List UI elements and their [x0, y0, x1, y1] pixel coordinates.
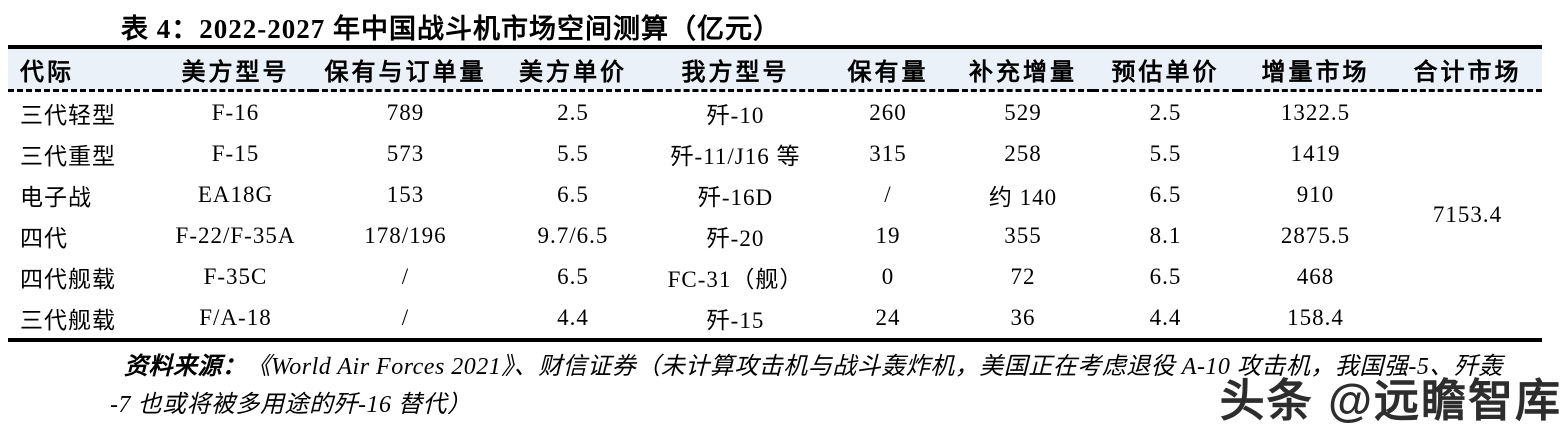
- cell-us-holdings-orders: 178/196: [364, 222, 447, 248]
- cell-supplement-increment: 258: [1004, 140, 1042, 166]
- cell-us-unit-price: 5.5: [557, 140, 589, 166]
- cell-generation: 三代轻型: [20, 102, 116, 128]
- cell-us-unit-price: 6.5: [557, 263, 589, 289]
- watermark-text: 头条 @远瞻智库: [1219, 375, 1562, 426]
- footnote-line-1-text: 《World Air Forces 2021》、财信证券（未计算攻击机与战斗轰炸…: [246, 354, 1503, 380]
- cell-supplement-increment: 72: [1010, 263, 1036, 289]
- cell-cn-model: 歼-20: [706, 225, 765, 251]
- cell-supplement-increment: 529: [1004, 99, 1042, 125]
- cell-us-unit-price: 9.7/6.5: [537, 222, 609, 248]
- cell-generation: 四代: [20, 225, 68, 251]
- footnote-line-1: 资料来源：《World Air Forces 2021》、财信证券（未计算攻击机…: [110, 348, 1502, 386]
- cell-us-model: F-15: [211, 140, 260, 166]
- cell-incremental-market: 158.4: [1287, 304, 1344, 330]
- cell-incremental-market: 910: [1296, 181, 1335, 207]
- column-header-us-unit-price: 美方单价: [498, 47, 648, 92]
- table-row: 电子战 EA18G 153 6.5 歼-16D / 约 140 6.5 910: [8, 174, 1542, 215]
- cell-generation: 四代舰载: [20, 266, 116, 292]
- cell-cn-holdings: 0: [881, 263, 895, 289]
- cell-us-unit-price: 4.4: [557, 304, 589, 330]
- cell-us-holdings-orders: 789: [386, 99, 425, 125]
- cell-us-holdings-orders: /: [401, 304, 410, 330]
- cell-cn-model: 歼-16D: [697, 184, 774, 210]
- column-header-incremental-market: 增量市场: [1238, 47, 1393, 92]
- cell-cn-model: 歼-10: [706, 102, 765, 128]
- cell-us-holdings-orders: /: [401, 263, 410, 289]
- cell-cn-holdings: 315: [869, 140, 907, 166]
- column-header-total-market: 合计市场: [1393, 47, 1542, 92]
- column-header-estimated-unit-price: 预估单价: [1093, 47, 1238, 92]
- column-header-cn-holdings: 保有量: [823, 47, 953, 92]
- cell-supplement-increment: 355: [1004, 222, 1042, 248]
- cell-generation: 电子战: [20, 184, 92, 210]
- cell-us-model: EA18G: [197, 181, 274, 207]
- source-label: 资料来源：: [124, 354, 247, 380]
- table-row: 三代轻型 F-16 789 2.5 歼-10 260 529 2.5 1322.…: [8, 91, 1542, 228]
- footnote-line-2: -7 也或将被多用途的歼-16 替代）: [110, 392, 472, 418]
- fighter-market-table: 代际 美方型号 保有与订单量 美方单价 我方型号 保有量 补充增量 预估单价 增…: [8, 45, 1542, 342]
- cell-estimated-unit-price: 6.5: [1149, 263, 1182, 289]
- cell-us-model: F-35C: [203, 263, 268, 289]
- cell-incremental-market: 1419: [1290, 140, 1341, 166]
- cell-cn-model: FC-31（舰）: [667, 266, 804, 292]
- table-row: 三代舰载 F/A-18 / 4.4 歼-15 24 36 4.4 158.4: [8, 297, 1542, 340]
- cell-cn-model: 歼-15: [706, 307, 765, 333]
- cell-supplement-increment: 约 140: [988, 184, 1058, 210]
- cell-generation: 三代舰载: [20, 307, 116, 333]
- cell-generation: 三代重型: [20, 143, 116, 169]
- cell-estimated-unit-price: 6.5: [1149, 181, 1182, 207]
- cell-estimated-unit-price: 8.1: [1149, 222, 1182, 248]
- cell-cn-holdings: 24: [875, 304, 901, 330]
- cell-us-model: F/A-18: [199, 304, 272, 330]
- table-row: 四代舰载 F-35C / 6.5 FC-31（舰） 0 72 6.5 468: [8, 256, 1542, 297]
- cell-estimated-unit-price: 2.5: [1149, 99, 1182, 125]
- cell-estimated-unit-price: 5.5: [1149, 140, 1182, 166]
- cell-total-market: 7153.4: [1432, 202, 1503, 227]
- cell-us-model: F-22/F-35A: [175, 222, 296, 248]
- column-header-cn-model: 我方型号: [648, 47, 823, 92]
- cell-estimated-unit-price: 4.4: [1149, 304, 1182, 330]
- header-row: 代际 美方型号 保有与订单量 美方单价 我方型号 保有量 补充增量 预估单价 增…: [8, 47, 1542, 92]
- cell-cn-holdings: /: [884, 181, 892, 207]
- cell-incremental-market: 468: [1296, 263, 1335, 289]
- table-row: 三代重型 F-15 573 5.5 歼-11/J16 等 315 258 5.5…: [8, 133, 1542, 174]
- cell-supplement-increment: 36: [1010, 304, 1036, 330]
- cell-us-holdings-orders: 153: [386, 181, 425, 207]
- cell-cn-model: 歼-11/J16 等: [670, 143, 801, 169]
- cell-incremental-market: 2875.5: [1280, 222, 1351, 248]
- source-footnote: 资料来源：《World Air Forces 2021》、财信证券（未计算攻击机…: [110, 348, 1502, 424]
- table-row: 四代 F-22/F-35A 178/196 9.7/6.5 歼-20 19 35…: [8, 215, 1542, 256]
- cell-us-unit-price: 2.5: [557, 99, 589, 125]
- cell-us-holdings-orders: 573: [386, 140, 425, 166]
- cell-incremental-market: 1322.5: [1280, 99, 1351, 125]
- column-header-supplement-increment: 补充增量: [953, 47, 1093, 92]
- cell-us-unit-price: 6.5: [557, 181, 589, 207]
- cell-cn-holdings: 19: [875, 222, 901, 248]
- table-title: 表 4：2022-2027 年中国战斗机市场空间测算（亿元）: [121, 14, 781, 44]
- column-header-us-holdings-orders: 保有与订单量: [313, 47, 498, 92]
- cell-cn-holdings: 260: [869, 99, 907, 125]
- column-header-generation: 代际: [8, 47, 158, 92]
- cell-us-model: F-16: [211, 99, 260, 125]
- column-header-us-model: 美方型号: [158, 47, 313, 92]
